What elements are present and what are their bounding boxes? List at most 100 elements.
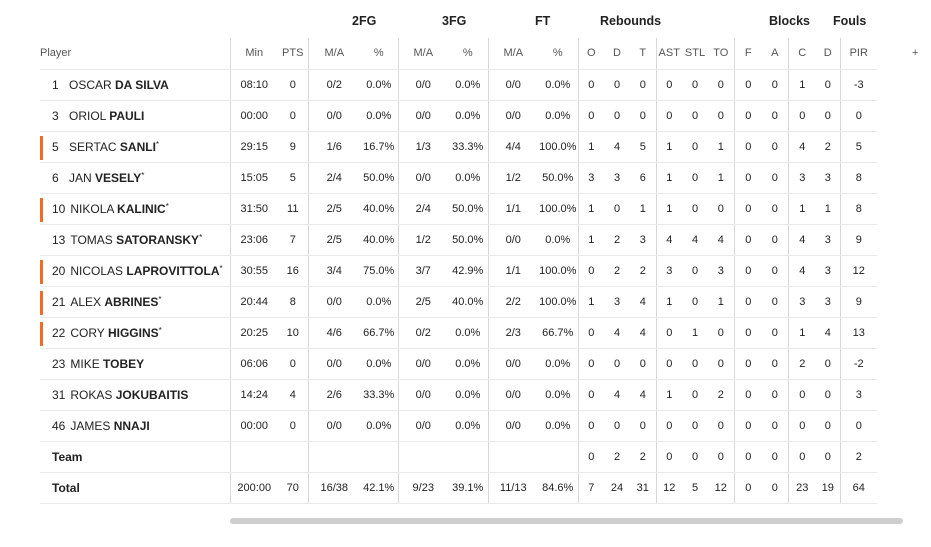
group-fouls: Fouls	[833, 14, 867, 28]
player-name-cell[interactable]: 1 OSCAR DA SILVA	[40, 69, 230, 101]
player-name-cell[interactable]: 20 NICOLAS LAPROVITTOLA*	[40, 255, 230, 287]
stat-pir: -3	[839, 69, 877, 101]
player-number: 3	[52, 108, 59, 123]
player-name-cell[interactable]: 13 TOMAS SATORANSKY*	[40, 224, 230, 256]
stat-fg3-pct: 50.0%	[448, 224, 488, 256]
stat-fg3-pct: 39.1%	[448, 472, 488, 504]
stat-pir: 3	[839, 379, 877, 411]
stat-fg3-pct: 33.3%	[448, 131, 488, 163]
stat-reb-d: 0	[604, 193, 630, 225]
starter-marker	[40, 135, 43, 160]
player-name-cell[interactable]: 3 ORIOL PAULI	[40, 100, 230, 132]
player-number: 1	[52, 77, 59, 92]
stat-ft-ma: 2/2	[487, 286, 538, 318]
stat-reb-t: 4	[630, 379, 656, 411]
player-name-cell[interactable]: 22 CORY HIGGINS*	[40, 317, 230, 349]
col-header-reb-d: D	[604, 38, 630, 70]
player-name-cell[interactable]: 6 JAN VESELY*	[40, 162, 230, 194]
player-last-name[interactable]: ABRINES	[104, 294, 159, 309]
stat-reb-t: 0	[630, 69, 656, 101]
player-row[interactable]: 46 JAMES NNAJI 00:00 0 0/0 0.0% 0/0 0.0% 0/0 0.0%…	[40, 410, 877, 442]
stat-fg3-pct: 0.0%	[448, 410, 488, 442]
stat-fg3-ma: 0/0	[397, 69, 448, 101]
player-last-name[interactable]: HIGGINS	[107, 325, 159, 340]
player-number: 5	[52, 139, 59, 154]
col-header-reb-t: T	[630, 38, 656, 70]
stat-foul-c: 0	[787, 410, 816, 442]
stat-min: 08:10	[229, 69, 278, 101]
player-row[interactable]: 10 NIKOLA KALINIC* 31:50 11 2/5 40.0% 2/4 50.0%…	[40, 193, 877, 225]
player-row[interactable]: 21 ALEX ABRINES* 20:44 8 0/0 0.0% 2/5 40.0% 2/2 1…	[40, 286, 877, 318]
stat-ft-ma: 1/1	[487, 193, 538, 225]
player-row[interactable]: 3 ORIOL PAULI 00:00 0 0/0 0.0% 0/0 0.0% 0/0 0.0% 0…	[40, 100, 877, 132]
player-last-name[interactable]: SATORANSKY	[116, 232, 200, 247]
stat-stl: 4	[682, 224, 708, 256]
player-name-cell[interactable]: 21 ALEX ABRINES*	[40, 286, 230, 318]
stat-ft-pct: 0.0%	[538, 348, 578, 380]
player-last-name[interactable]: JOKUBAITIS	[115, 387, 189, 402]
stat-pir: 5	[839, 131, 877, 163]
stat-reb-d: 24	[604, 472, 630, 504]
player-row[interactable]: 5 SERTAC SANLI* 29:15 9 1/6 16.7% 1/3 33.3% 4/4 1…	[40, 131, 877, 163]
stat-reb-o: 0	[577, 69, 604, 101]
stat-blk-a: 0	[762, 472, 788, 504]
stat-to: 0	[708, 348, 734, 380]
player-last-name[interactable]: VESELY	[95, 170, 142, 185]
player-last-name[interactable]: NNAJI	[113, 418, 150, 433]
player-row[interactable]: 1 OSCAR DA SILVA 08:10 0 0/2 0.0% 0/0 0.0% 0/0 0.…	[40, 69, 877, 101]
player-row[interactable]: 23 MIKE TOBEY 06:06 0 0/0 0.0% 0/0 0.0% 0/0 0.0% 0…	[40, 348, 877, 380]
player-row[interactable]: 22 CORY HIGGINS* 20:25 10 4/6 66.7% 0/2 0.0% 2/3…	[40, 317, 877, 349]
player-last-name[interactable]: DA SILVA	[115, 77, 169, 92]
total-row: Total 200:00 70 16/38 42.1% 9/23 39.1% 11/13 84.…	[40, 472, 877, 504]
stat-foul-d: 0	[816, 348, 840, 380]
stat-reb-o: 0	[577, 317, 604, 349]
stat-fg2-pct: 0.0%	[360, 410, 398, 442]
stat-pts: 9	[278, 131, 308, 163]
stat-stl: 1	[682, 317, 708, 349]
player-last-name[interactable]: TOBEY	[103, 356, 145, 371]
stat-reb-o: 1	[577, 286, 604, 318]
stat-foul-c: 0	[787, 100, 816, 132]
player-name-cell[interactable]: 46 JAMES NNAJI	[40, 410, 230, 442]
player-last-name[interactable]: PAULI	[109, 108, 145, 123]
player-name-cell[interactable]: 5 SERTAC SANLI*	[40, 131, 230, 163]
stat-fg2-ma	[307, 441, 360, 473]
stat-blk-a: 0	[762, 317, 788, 349]
stat-foul-d: 2	[816, 131, 840, 163]
stat-fg3-ma: 0/0	[397, 410, 448, 442]
stat-fg2-pct: 0.0%	[360, 348, 398, 380]
player-number: 13	[52, 232, 66, 247]
starter-star-icon: *	[158, 294, 162, 304]
player-name-cell[interactable]: 31 ROKAS JOKUBAITIS	[40, 379, 230, 411]
stat-ast: 12	[655, 472, 682, 504]
player-row[interactable]: 13 TOMAS SATORANSKY* 23:06 7 2/5 40.0% 1/2 50.0…	[40, 224, 877, 256]
stat-to: 0	[708, 441, 734, 473]
stat-reb-d: 0	[604, 100, 630, 132]
table-body: 1 OSCAR DA SILVA 08:10 0 0/2 0.0% 0/0 0.0% 0/0 0.…	[40, 69, 877, 504]
player-first-name: SERTAC	[69, 139, 120, 154]
stat-fg2-pct: 40.0%	[360, 193, 398, 225]
starter-star-icon: *	[141, 170, 145, 180]
stat-fg2-pct: 50.0%	[360, 162, 398, 194]
player-row[interactable]: 20 NICOLAS LAPROVITTOLA* 30:55 16 3/4 75.0% 3/…	[40, 255, 877, 287]
player-name-cell[interactable]: 23 MIKE TOBEY	[40, 348, 230, 380]
stat-blk-f: 0	[733, 410, 762, 442]
more-columns-icon[interactable]: +	[912, 47, 919, 59]
stat-reb-t: 1	[630, 193, 656, 225]
player-row[interactable]: 6 JAN VESELY* 15:05 5 2/4 50.0% 0/0 0.0% 1/2 50.0…	[40, 162, 877, 194]
stat-pir: 9	[839, 224, 877, 256]
player-last-name[interactable]: LAPROVITTOLA	[126, 263, 220, 278]
stat-foul-d: 3	[816, 255, 840, 287]
stat-fg2-pct: 66.7%	[360, 317, 398, 349]
player-row[interactable]: 31 ROKAS JOKUBAITIS 14:24 4 2/6 33.3% 0/0 0.0% 0…	[40, 379, 877, 411]
player-last-name[interactable]: KALINIC	[117, 201, 166, 216]
stat-min: 00:00	[229, 410, 278, 442]
player-last-name[interactable]: SANLI	[119, 139, 156, 154]
player-name-cell[interactable]: 10 NIKOLA KALINIC*	[40, 193, 230, 225]
horizontal-scrollbar[interactable]	[230, 518, 903, 524]
player-first-name: JAN	[69, 170, 96, 185]
stat-ft-pct: 0.0%	[538, 379, 578, 411]
stat-stl: 5	[682, 472, 708, 504]
stat-fg3-ma: 1/2	[397, 224, 448, 256]
stat-reb-o: 0	[577, 255, 604, 287]
